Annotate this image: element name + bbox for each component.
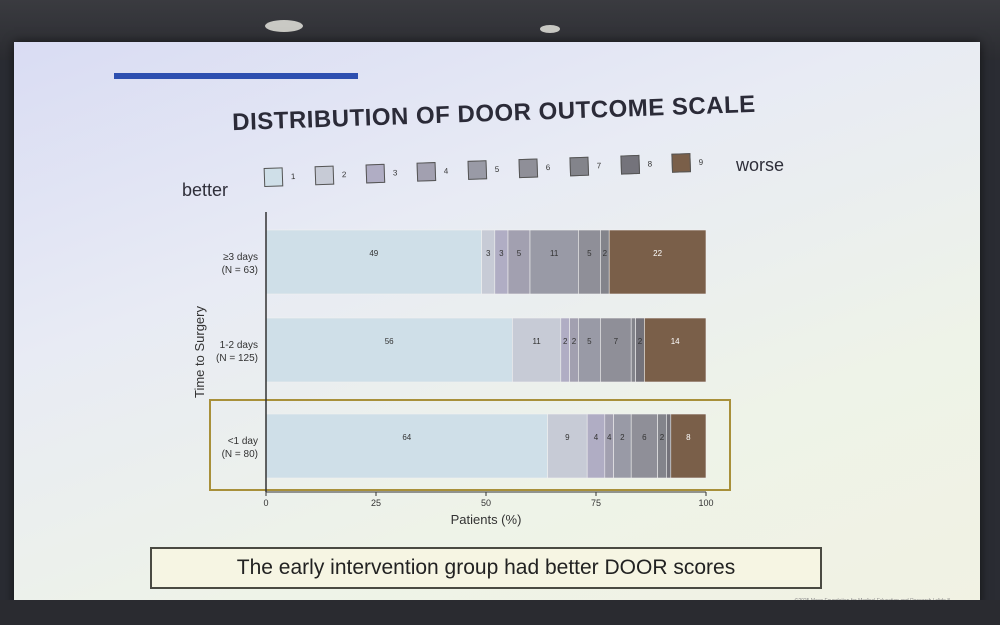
data-label: 49 xyxy=(369,249,378,258)
data-label: 9 xyxy=(565,433,570,442)
bar-segment xyxy=(265,317,513,383)
bar-segment xyxy=(265,229,482,295)
data-label: 6 xyxy=(642,433,647,442)
data-label: 2 xyxy=(563,337,568,346)
data-label: 22 xyxy=(653,249,662,258)
bar-segment xyxy=(494,229,509,295)
accent-bar xyxy=(114,73,358,79)
data-label: 8 xyxy=(686,433,691,442)
bar-segment xyxy=(604,413,614,479)
bar-segment xyxy=(635,317,645,383)
data-label: 3 xyxy=(486,249,491,258)
room-floor xyxy=(0,600,1000,625)
data-label: 56 xyxy=(385,337,394,346)
x-tick-label: 25 xyxy=(371,498,381,508)
bar-segment xyxy=(578,317,601,383)
data-label: 11 xyxy=(550,249,559,258)
worse-label: worse xyxy=(736,155,785,175)
bar-segment xyxy=(507,229,531,295)
bar-segment xyxy=(547,413,588,479)
x-tick-label: 50 xyxy=(481,498,491,508)
bar-segment xyxy=(560,317,570,383)
data-label: 5 xyxy=(587,249,592,258)
x-tick-label: 75 xyxy=(591,498,601,508)
projector-screen: DISTRIBUTION OF DOOR OUTCOME SCALE bette… xyxy=(14,42,980,608)
data-label: 5 xyxy=(517,249,522,258)
data-label: 14 xyxy=(671,337,680,346)
takeaway-text: The early intervention group had better … xyxy=(236,556,736,579)
category-label: 1-2 days xyxy=(220,340,258,351)
data-label: 2 xyxy=(638,337,643,346)
stacked-bar-chart: 49 3 3 5 11 5 2 22≥3 days(N = 63)56 11 2 2 5 7 2 141-2… xyxy=(192,212,731,527)
bar-segment xyxy=(586,413,606,479)
bar-segment xyxy=(670,413,707,479)
bar-segment xyxy=(569,317,579,383)
x-tick-label: 0 xyxy=(263,498,268,508)
bar-segment xyxy=(644,317,707,383)
highlight-box xyxy=(209,399,731,491)
data-label: 2 xyxy=(620,433,625,442)
data-label: 3 xyxy=(499,249,504,258)
data-label: 5 xyxy=(587,337,592,346)
bar-segment xyxy=(608,229,707,295)
category-label: ≥3 days xyxy=(223,252,258,263)
bar-segment xyxy=(657,413,667,479)
bar-segment xyxy=(529,229,579,295)
data-label: 2 xyxy=(603,249,608,258)
ceiling-light xyxy=(540,25,560,33)
data-label: 11 xyxy=(532,337,541,346)
bar-segment xyxy=(600,229,610,295)
data-label: 7 xyxy=(614,337,619,346)
category-sub-label: (N = 80) xyxy=(222,449,258,460)
data-label: 64 xyxy=(402,433,411,442)
bar-segment xyxy=(666,413,672,479)
bar-segment xyxy=(512,317,562,383)
data-label: 4 xyxy=(607,433,612,442)
category-sub-label: (N = 63) xyxy=(222,265,258,276)
y-axis-title: Time to Surgery xyxy=(192,306,207,398)
bar-segment xyxy=(613,413,632,479)
bar-segment xyxy=(600,317,632,383)
category-sub-label: (N = 125) xyxy=(216,353,258,364)
data-label: 4 xyxy=(594,433,599,442)
better-label: better xyxy=(182,180,229,200)
bar-segment xyxy=(481,229,496,295)
category-label: <1 day xyxy=(228,436,258,447)
x-axis-title: Patients (%) xyxy=(451,512,522,527)
ceiling-light xyxy=(265,20,303,32)
x-tick-label: 100 xyxy=(698,498,713,508)
takeaway-note: The early intervention group had better … xyxy=(150,547,822,589)
bar-segment xyxy=(630,413,658,479)
bar-segment xyxy=(578,229,601,295)
data-label: 2 xyxy=(572,337,577,346)
bar-segment xyxy=(265,413,548,479)
data-label: 2 xyxy=(660,433,665,442)
bar-segment xyxy=(630,317,636,383)
